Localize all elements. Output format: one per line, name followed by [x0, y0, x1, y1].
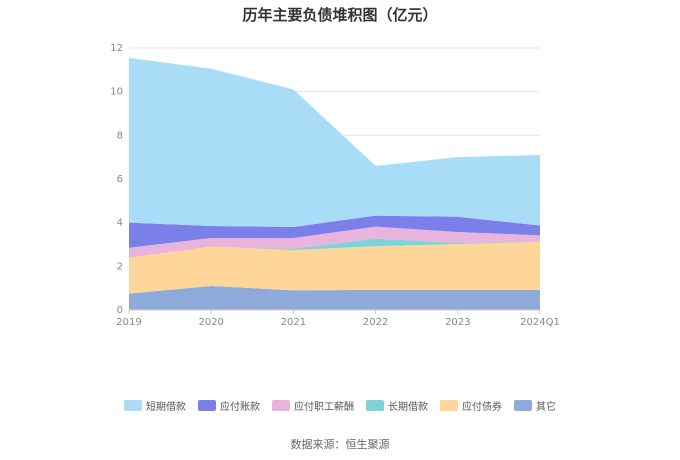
legend-label: 应付职工薪酬 [294, 402, 354, 413]
legend-item[interactable]: 应付债券 [440, 398, 502, 413]
area-series [129, 57, 540, 228]
y-tick-label: 6 [117, 174, 123, 185]
x-tick-label: 2023 [445, 317, 470, 328]
legend-swatch [272, 400, 290, 411]
x-tick-label: 2021 [281, 317, 306, 328]
area-series [129, 241, 540, 294]
legend-item[interactable]: 长期借款 [366, 398, 428, 413]
x-tick-label: 2024Q1 [520, 317, 560, 328]
x-tick-label: 2020 [198, 317, 223, 328]
legend-label: 应付账款 [220, 402, 260, 413]
legend-item[interactable]: 短期借款 [124, 398, 186, 413]
legend-item[interactable]: 应付职工薪酬 [272, 398, 354, 413]
legend-label: 长期借款 [388, 402, 428, 413]
legend-item[interactable]: 其它 [514, 398, 556, 413]
chart-title: 历年主要负债堆积图（亿元） [242, 6, 438, 24]
area-series [129, 238, 540, 258]
area-series [129, 285, 540, 310]
legend-label: 应付债券 [462, 402, 502, 413]
x-tick-label: 2022 [363, 317, 388, 328]
legend-label: 短期借款 [146, 402, 186, 413]
area-series [129, 215, 540, 248]
y-tick-label: 0 [117, 305, 123, 316]
chart-legend: 短期借款 应付账款 应付职工薪酬 长期借款 应付债券 其它 [0, 398, 680, 413]
legend-swatch [124, 400, 142, 411]
y-tick-label: 12 [110, 43, 123, 54]
y-tick-label: 2 [117, 261, 123, 272]
y-tick-label: 8 [117, 130, 123, 141]
legend-swatch [514, 400, 532, 411]
y-tick-label: 4 [117, 218, 123, 229]
legend-label: 其它 [536, 402, 556, 413]
legend-swatch [440, 400, 458, 411]
x-tick-label: 2019 [116, 317, 141, 328]
area-series [129, 226, 540, 258]
legend-swatch [366, 400, 384, 411]
data-source-note: 数据来源：恒生聚源 [290, 438, 390, 451]
legend-item[interactable]: 应付账款 [198, 398, 260, 413]
legend-swatch [198, 400, 216, 411]
y-tick-label: 10 [110, 87, 123, 98]
